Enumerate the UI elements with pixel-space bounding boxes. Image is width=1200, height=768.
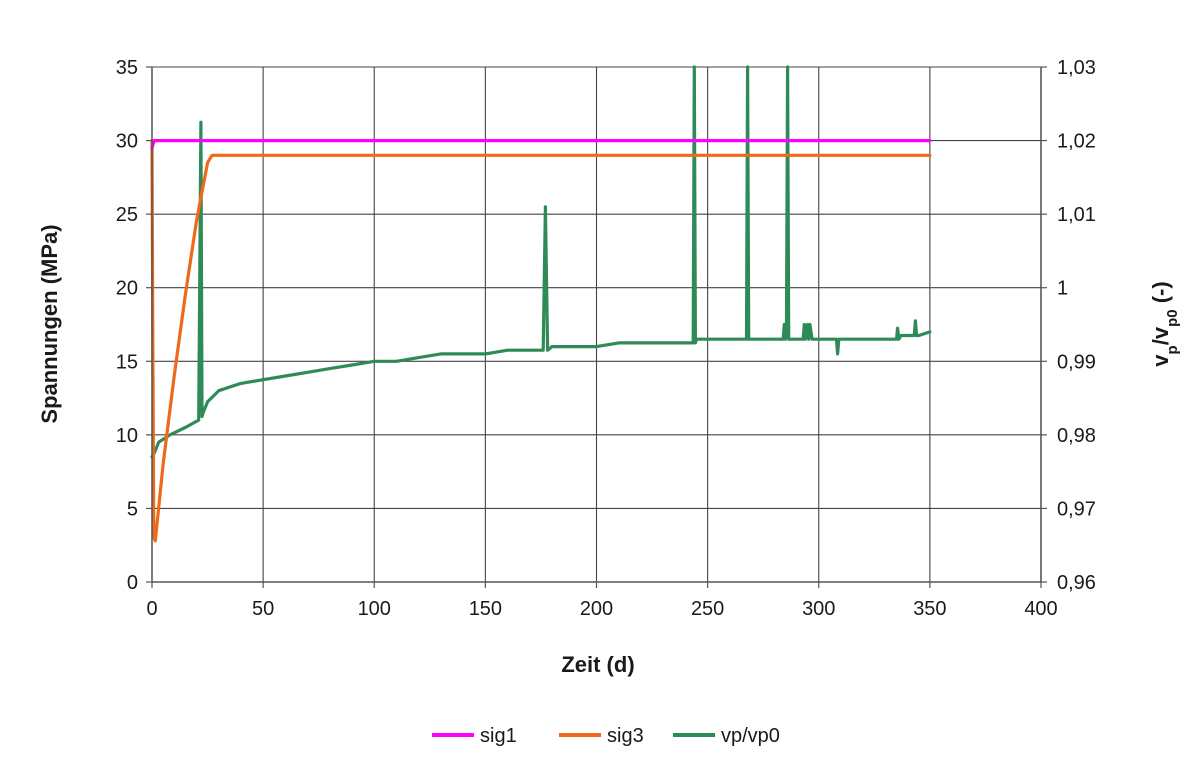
x-axis-title: Zeit (d) <box>561 652 634 677</box>
series-line-sig3 <box>150 139 932 543</box>
y2-tick-label: 0,98 <box>1057 425 1096 447</box>
x-tick-label: 150 <box>469 598 502 620</box>
y-tick-label: 15 <box>116 351 138 373</box>
grid-lines <box>152 66 1042 582</box>
x-tick-label: 100 <box>358 598 391 620</box>
y-tick-label: 20 <box>116 278 138 300</box>
y2-axis-title-tail: (-) <box>1148 281 1173 309</box>
x-tick-label: 250 <box>691 598 724 620</box>
y-tick-label: 25 <box>116 204 138 226</box>
y2-axis-title: vp/vp0 (-) <box>1148 281 1181 366</box>
y-tick-label: 0 <box>127 572 138 594</box>
x-tick-label: 50 <box>252 598 274 620</box>
y2-tick-label: 0,97 <box>1057 498 1096 520</box>
legend-label-sig1: sig1 <box>480 725 517 747</box>
y-tick-label: 5 <box>127 498 138 520</box>
series-line-sig1 <box>150 139 932 150</box>
x-tick-label: 300 <box>802 598 835 620</box>
legend: sig1 sig3 vp/vp0 <box>432 725 780 747</box>
legend-label-sig3: sig3 <box>607 725 644 747</box>
y-tick-label: 35 <box>116 57 138 79</box>
legend-label-vp-vp0: vp/vp0 <box>721 725 780 747</box>
y-tick-label: 30 <box>116 131 138 153</box>
y2-axis-title-mid: /v <box>1148 326 1173 345</box>
series-line-vp-vp0 <box>150 65 932 459</box>
tick-labels: 0 50 100 150 200 250 300 350 400 0 5 10 15 20 25 30 35 0,… <box>116 57 1096 620</box>
y2-axis-title-sub2: p0 <box>1164 309 1181 327</box>
x-tick-label: 400 <box>1024 598 1057 620</box>
y-tick-label: 10 <box>116 425 138 447</box>
y2-tick-label: 1,03 <box>1057 57 1096 79</box>
x-tick-label: 350 <box>913 598 946 620</box>
y2-axis-title-main: v <box>1148 354 1173 367</box>
plot-series <box>150 65 932 543</box>
y2-tick-label: 1,02 <box>1057 131 1096 153</box>
y-axis-title: Spannungen (MPa) <box>37 224 62 423</box>
y2-tick-label: 1,01 <box>1057 204 1096 226</box>
y2-tick-label: 1 <box>1057 278 1068 300</box>
x-tick-label: 0 <box>146 598 157 620</box>
y2-tick-label: 0,99 <box>1057 351 1096 373</box>
y2-axis-title-sub1: p <box>1164 345 1181 354</box>
x-tick-label: 200 <box>580 598 613 620</box>
y2-tick-label: 0,96 <box>1057 572 1096 594</box>
